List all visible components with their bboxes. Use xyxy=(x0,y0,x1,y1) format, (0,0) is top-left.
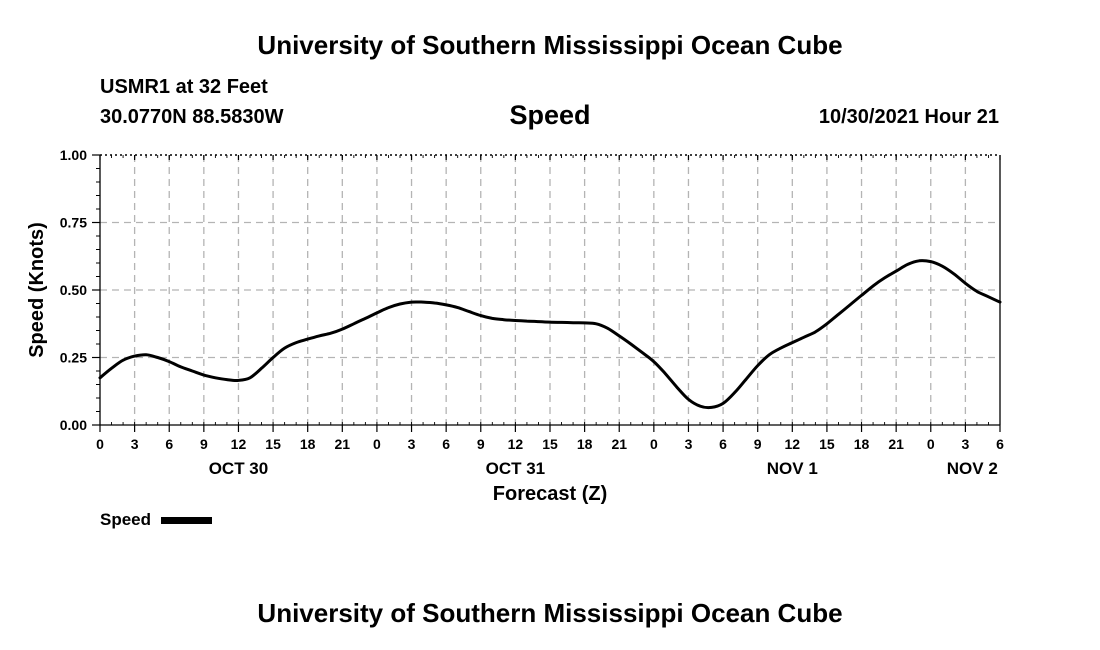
x-tick-label: 15 xyxy=(819,436,835,452)
x-day-label: NOV 1 xyxy=(767,459,818,478)
legend-swatch xyxy=(161,517,212,524)
page-title: University of Southern Mississippi Ocean… xyxy=(257,30,843,60)
chart-axes xyxy=(92,154,1001,432)
x-tick-label: 18 xyxy=(300,436,316,452)
chart-labels: 0.00 0.25 0.50 0.75 1.00 0 3 6 9 12 15 18 21 0 3 6 9 12 15… xyxy=(60,147,1004,478)
x-tick-label: 3 xyxy=(961,436,969,452)
x-tick-label: 3 xyxy=(408,436,416,452)
x-tick-label: 9 xyxy=(754,436,762,452)
legend: Speed xyxy=(100,510,212,529)
chart-series xyxy=(98,259,1002,410)
chart-grid xyxy=(100,155,1000,425)
footer-title: University of Southern Mississippi Ocean… xyxy=(257,598,843,628)
speed-chart: 0.00 0.25 0.50 0.75 1.00 0 3 6 9 12 15 18 21 0 3 6 9 12 15… xyxy=(26,147,1004,529)
x-tick-label: 3 xyxy=(685,436,693,452)
chart-title: Speed xyxy=(509,100,591,130)
x-tick-label: 21 xyxy=(888,436,904,452)
x-tick-label: 0 xyxy=(96,436,104,452)
y-tick-label: 0.50 xyxy=(60,282,87,298)
x-tick-label: 12 xyxy=(785,436,801,452)
valid-time: 10/30/2021 Hour 21 xyxy=(818,106,999,128)
x-tick-label: 21 xyxy=(611,436,627,452)
legend-label: Speed xyxy=(100,510,151,529)
x-tick-label: 6 xyxy=(996,436,1004,452)
x-tick-label: 9 xyxy=(200,436,208,452)
y-tick-label: 0.00 xyxy=(60,417,87,433)
station-coordinates: 30.0770N 88.5830W xyxy=(100,106,284,128)
speed-series-line xyxy=(98,259,1002,410)
x-tick-label: 6 xyxy=(719,436,727,452)
x-tick-label: 12 xyxy=(508,436,524,452)
x-day-label: OCT 30 xyxy=(209,459,269,478)
x-tick-label: 9 xyxy=(477,436,485,452)
x-tick-label: 12 xyxy=(231,436,247,452)
y-tick-label: 0.25 xyxy=(60,350,87,366)
x-tick-label: 18 xyxy=(854,436,870,452)
x-tick-label: 0 xyxy=(373,436,381,452)
x-tick-label: 0 xyxy=(650,436,658,452)
x-tick-label: 18 xyxy=(577,436,593,452)
x-tick-label: 3 xyxy=(131,436,139,452)
x-tick-label: 15 xyxy=(542,436,558,452)
x-tick-label: 0 xyxy=(927,436,935,452)
y-tick-label: 0.75 xyxy=(60,215,87,231)
x-day-label: NOV 2 xyxy=(947,459,998,478)
x-tick-label: 15 xyxy=(265,436,281,452)
x-tick-label: 6 xyxy=(442,436,450,452)
y-axis-title: Speed (Knots) xyxy=(26,222,48,358)
x-axis-title: Forecast (Z) xyxy=(493,483,607,505)
x-tick-label: 6 xyxy=(165,436,173,452)
station-label: USMR1 at 32 Feet xyxy=(100,76,268,98)
x-day-label: OCT 31 xyxy=(486,459,546,478)
y-tick-label: 1.00 xyxy=(60,147,87,163)
x-tick-label: 21 xyxy=(335,436,351,452)
